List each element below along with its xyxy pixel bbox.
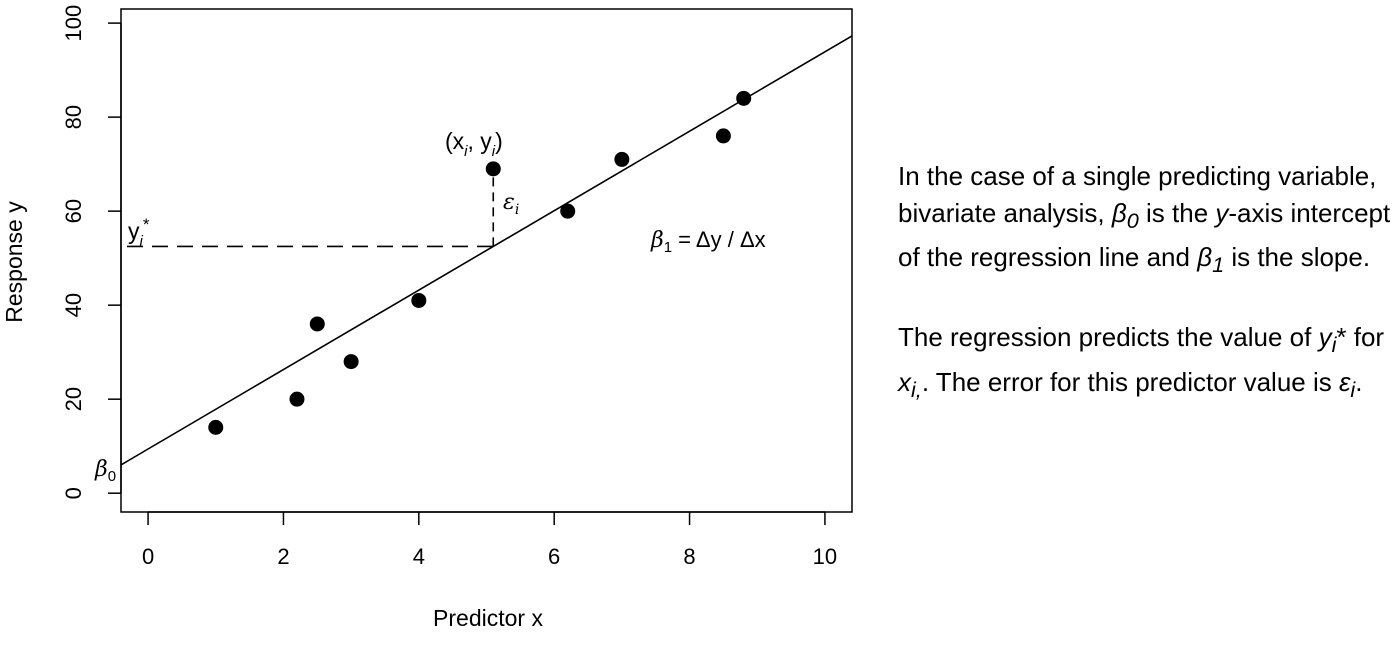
intercept-label: β0: [94, 457, 116, 485]
data-points: [208, 90, 752, 435]
error-label: εi: [503, 190, 519, 218]
y-tick-label: 20: [61, 387, 86, 411]
data-point: [560, 203, 576, 219]
x-tick-label: 2: [277, 544, 289, 569]
y-tick-label: 100: [61, 5, 86, 42]
predicted-value-label: yi*: [128, 215, 150, 250]
data-point: [614, 151, 630, 167]
data-point: [715, 128, 731, 144]
data-point: [736, 90, 752, 106]
regression-chart: 0 2 4 6 8 10 0 20 40 60 80 100 Predictor x Respons…: [1, 5, 853, 631]
data-point: [309, 316, 325, 332]
data-point: [343, 354, 359, 370]
x-tick-label: 10: [813, 544, 837, 569]
y-tick-label: 0: [61, 487, 86, 499]
regression-line: [121, 35, 852, 466]
explanation-paragraph-2: The regression predicts the value of yi*…: [898, 322, 1385, 402]
x-tick-label: 8: [683, 544, 695, 569]
y-tick-label: 60: [61, 199, 86, 223]
data-point: [485, 161, 501, 177]
explanation-paragraph-1: In the case of a single predicting varia…: [898, 161, 1391, 278]
y-axis: 0 20 40 60 80 100: [61, 5, 122, 499]
y-axis-label: Response y: [1, 201, 27, 323]
x-axis-label: Predictor x: [433, 605, 543, 631]
y-tick-label: 40: [61, 293, 86, 317]
plot-frame: [120, 8, 853, 513]
explanation-text: In the case of a single predicting varia…: [898, 158, 1393, 408]
point-label: (xi, yi): [445, 128, 503, 160]
data-point: [208, 419, 224, 435]
data-point: [411, 292, 427, 308]
slope-label: β1 = Δy / Δx: [650, 227, 766, 256]
y-tick-label: 80: [61, 105, 86, 129]
x-axis: 0 2 4 6 8 10: [142, 511, 837, 569]
x-tick-label: 0: [142, 544, 154, 569]
x-tick-label: 4: [413, 544, 425, 569]
x-tick-label: 6: [548, 544, 560, 569]
data-point: [289, 391, 305, 407]
